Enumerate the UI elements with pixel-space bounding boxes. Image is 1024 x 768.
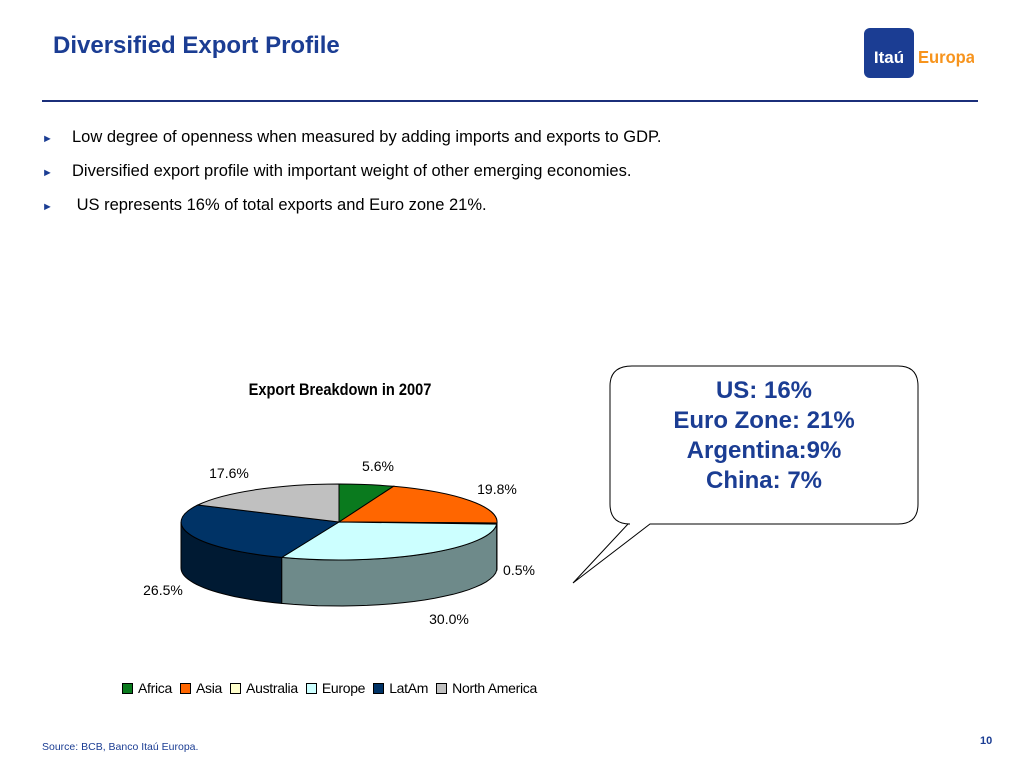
legend-swatch — [230, 682, 242, 694]
legend-item-latam: LatAm — [373, 680, 428, 696]
legend-swatch — [122, 682, 133, 694]
callout-line: Euro Zone: 21% — [673, 407, 855, 434]
logo-box — [864, 28, 914, 78]
data-label-australia: 0.5% — [503, 562, 535, 578]
title-divider — [42, 100, 978, 102]
bullet-item: ► Diversified export profile with import… — [42, 162, 661, 196]
pie-slice-asia — [337, 485, 498, 524]
legend-swatch — [180, 682, 191, 694]
legend-swatch — [436, 682, 448, 694]
legend-swatch — [373, 682, 385, 694]
page-title: Diversified Export Profile — [53, 32, 340, 59]
bullet-item: ► US represents 16% of total exports and… — [42, 196, 661, 230]
bullet-text: Low degree of openness when measured by … — [72, 128, 662, 146]
pie-slice-europe — [280, 521, 498, 561]
legend-item-asia: Asia — [180, 680, 222, 696]
legend-label: North America — [452, 680, 537, 696]
bullet-item: ► Low degree of openness when measured b… — [42, 128, 661, 162]
logo-text-right: Europa — [918, 46, 974, 67]
legend-item-australia: Australia — [230, 680, 298, 696]
callout-line: Argentina:9% — [686, 437, 842, 464]
legend-label: Australia — [246, 680, 298, 696]
itau-europa-logo: Itaú Europa — [864, 28, 974, 78]
legend-label: Asia — [196, 680, 223, 696]
chart-legend: Africa Asia Australia Europe LatAm North Amer… — [122, 680, 545, 696]
callout-line: US: 16% — [715, 377, 813, 404]
bullet-text: Diversified export profile with importan… — [72, 162, 632, 180]
legend-label: Europe — [321, 680, 366, 696]
legend-label: LatAm — [389, 680, 429, 696]
data-label-latam: 26.5% — [143, 582, 183, 598]
callout-text: US: 16% Euro Zone: 21% Argentina:9% Chin… — [612, 376, 916, 496]
bullet-marker-icon: ► — [42, 201, 53, 213]
bullet-marker-icon: ► — [42, 133, 53, 145]
legend-item-north-america: North America — [436, 680, 537, 696]
bullet-list: ► Low degree of openness when measured b… — [42, 128, 661, 230]
data-label-asia: 19.8% — [477, 481, 517, 497]
pie-slice-north-america — [196, 483, 340, 523]
bullet-marker-icon: ► — [42, 167, 53, 179]
source-note: Source: BCB, Banco Itaú Europa. — [42, 741, 199, 753]
callout-bubble — [572, 365, 919, 584]
page-number: 10 — [980, 735, 993, 747]
data-label-north-america: 17.6% — [209, 465, 249, 481]
bullet-text: US represents 16% of total exports and E… — [72, 196, 487, 214]
legend-label: Africa — [138, 680, 172, 696]
callout-line: China: 7% — [705, 467, 822, 494]
data-label-africa: 5.6% — [362, 458, 394, 474]
data-label-europe: 30.0% — [429, 611, 469, 627]
legend-item-europe: Europe — [305, 680, 366, 696]
legend-item-africa: Africa — [122, 680, 172, 696]
chart-title: Export Breakdown in 2007 — [248, 380, 432, 399]
pie-slice-latam — [180, 504, 341, 558]
logo-text-left: Itaú — [874, 48, 904, 67]
legend-swatch — [305, 682, 317, 694]
